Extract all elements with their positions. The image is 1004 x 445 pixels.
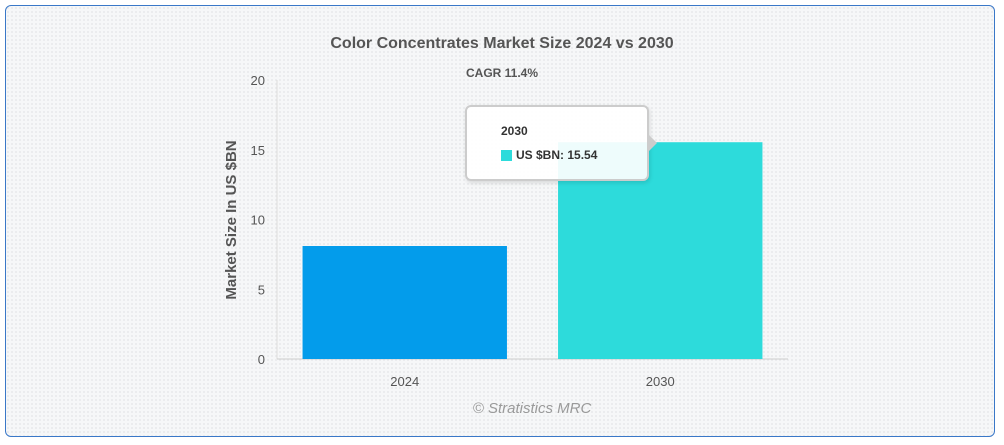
tooltip-series-label: US $BN: [516, 148, 561, 162]
x-tick-label: 2024: [390, 374, 419, 389]
tooltip-separator: :: [560, 148, 568, 162]
tooltip-row: US $BN: 15.54: [501, 148, 597, 162]
y-axis-label: Market Size In US $BN: [223, 140, 240, 299]
x-tick-label: 2030: [646, 374, 675, 389]
y-tick-label: 5: [258, 282, 265, 297]
y-axis-ticks: 0 5 10 15 20: [251, 73, 265, 367]
y-tick-label: 15: [251, 143, 265, 158]
bar-tooltip: 2030 US $BN: 15.54: [465, 105, 657, 181]
x-axis-ticks: 2024 2030: [390, 374, 674, 389]
chart-subtitle: CAGR 11.4%: [466, 66, 538, 80]
tooltip-swatch: [501, 149, 512, 161]
bar-2024[interactable]: [302, 246, 507, 359]
tooltip-arrow: [647, 133, 657, 153]
y-tick-label: 10: [251, 213, 265, 228]
chart-credit: © Stratistics MRC: [473, 400, 592, 417]
y-tick-label: 20: [251, 73, 265, 88]
chart-frame: [5, 5, 995, 437]
chart-title: Color Concentrates Market Size 2024 vs 2…: [330, 35, 673, 52]
tooltip-value: 15.54: [567, 148, 598, 162]
y-tick-label: 0: [258, 352, 265, 367]
tooltip-header: 2030: [501, 124, 528, 138]
